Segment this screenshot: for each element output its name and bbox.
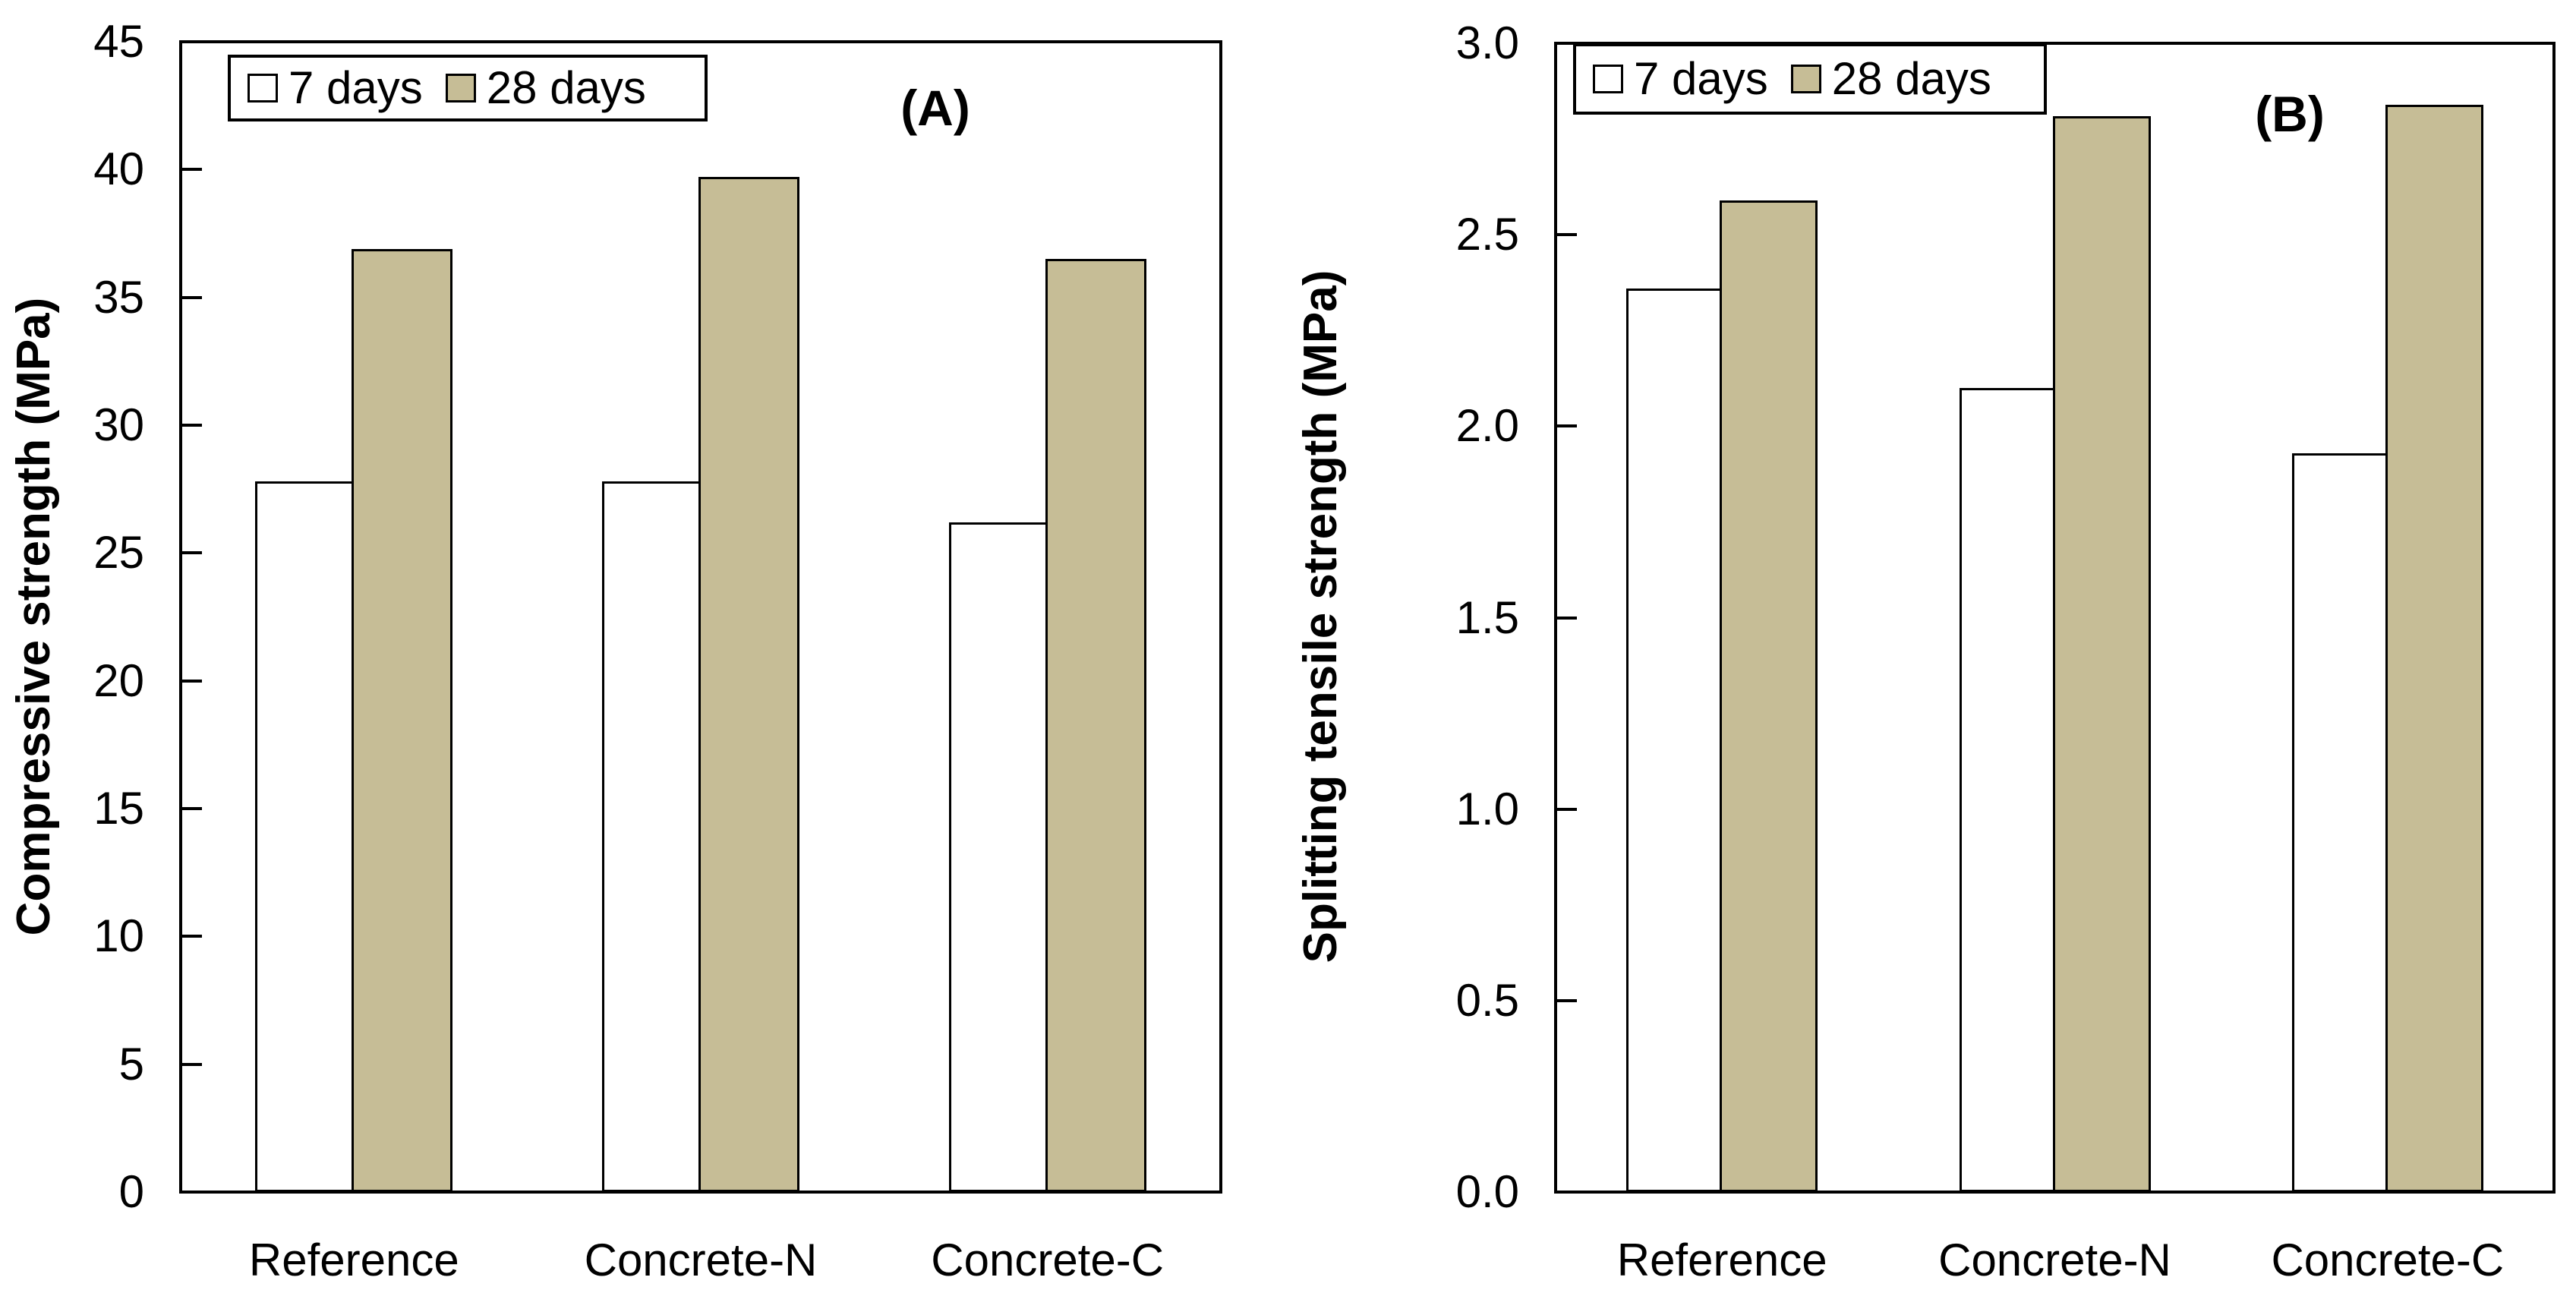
bar-concrete-n-7-days-a — [602, 481, 701, 1192]
plot-area-a — [179, 40, 1222, 1194]
bar-concrete-c-7-days-a — [948, 522, 1048, 1192]
bar-concrete-c-28-days-b — [2385, 104, 2483, 1192]
y-tick-label-a-25: 25 — [93, 527, 144, 579]
y-tick-label-a-45: 45 — [93, 16, 144, 67]
y-axis-tick-a — [181, 551, 202, 555]
legend-swatch-7-days — [248, 74, 278, 102]
bar-concrete-n-28-days-b — [2052, 115, 2151, 1192]
legend-swatch-28-days — [1790, 65, 1821, 93]
x-category-label-b-concrete-n: Concrete-N — [1938, 1235, 2171, 1285]
legend-swatch-7-days — [1593, 65, 1623, 93]
legend-swatch-28-days — [445, 74, 476, 102]
y-axis-tick-a — [181, 1062, 202, 1066]
y-tick-label-a-30: 30 — [93, 399, 144, 450]
y-tick-label-b-1-5: 1.5 — [1455, 591, 1519, 643]
panel-letter-a: (A) — [900, 80, 970, 136]
y-tick-label-b-2-0: 2.0 — [1455, 400, 1519, 452]
legend-label-28-days: 28 days — [486, 62, 646, 113]
y-axis-tick-a — [181, 424, 202, 427]
y-axis-tick-a — [181, 807, 202, 810]
y-tick-label-a-5: 5 — [118, 1038, 144, 1090]
legend-label-7-days: 7 days — [288, 62, 423, 113]
y-tick-label-a-20: 20 — [93, 654, 144, 706]
bar-reference-7-days-b — [1626, 288, 1723, 1192]
y-tick-label-b-1-0: 1.0 — [1455, 783, 1519, 834]
y-axis-tick-b — [1556, 616, 1577, 620]
panel-letter-b: (B) — [2255, 86, 2325, 142]
y-tick-label-b-3-0: 3.0 — [1455, 17, 1519, 68]
bar-reference-28-days-b — [1720, 200, 1818, 1192]
y-tick-label-a-35: 35 — [93, 271, 144, 323]
bar-concrete-c-7-days-b — [2291, 453, 2388, 1192]
legend-box-a: 7 days 28 days — [228, 55, 708, 121]
y-tick-label-a-15: 15 — [93, 783, 144, 834]
x-category-label-a-concrete-c: Concrete-C — [931, 1235, 1165, 1285]
y-axis-title-b: Splitting tensile strength (MPa) — [1294, 270, 1347, 964]
y-axis-tick-a — [181, 679, 202, 683]
y-tick-label-a-40: 40 — [93, 144, 144, 195]
y-axis-tick-b — [1556, 807, 1577, 811]
y-axis-tick-b — [1556, 998, 1577, 1002]
y-tick-label-b-0-0: 0.0 — [1455, 1166, 1519, 1217]
bar-reference-28-days-a — [352, 248, 453, 1192]
y-tick-label-a-0: 0 — [118, 1166, 144, 1217]
bar-concrete-c-28-days-a — [1045, 259, 1146, 1192]
y-axis-tick-b — [1556, 424, 1577, 428]
x-category-label-b-concrete-c: Concrete-C — [2271, 1235, 2505, 1285]
y-axis-tick-b — [1556, 233, 1577, 237]
y-tick-label-b-0-5: 0.5 — [1455, 974, 1519, 1026]
y-axis-tick-a — [181, 295, 202, 299]
x-category-label-b-reference: Reference — [1616, 1235, 1827, 1285]
legend-label-28-days: 28 days — [1831, 53, 1991, 104]
y-tick-label-a-10: 10 — [93, 910, 144, 962]
bar-concrete-n-7-days-b — [1959, 387, 2055, 1192]
y-tick-label-b-2-5: 2.5 — [1455, 209, 1519, 260]
legend-box-b: 7 days 28 days — [1573, 43, 2047, 115]
bar-reference-7-days-a — [255, 481, 355, 1192]
x-category-label-a-concrete-n: Concrete-N — [584, 1235, 818, 1285]
y-axis-title-a: Compressive strength (MPa) — [8, 297, 60, 936]
bar-concrete-n-28-days-a — [698, 177, 799, 1192]
x-category-label-a-reference: Reference — [248, 1235, 459, 1285]
y-axis-tick-a — [181, 935, 202, 938]
y-axis-tick-a — [181, 168, 202, 172]
legend-label-7-days: 7 days — [1634, 53, 1768, 104]
